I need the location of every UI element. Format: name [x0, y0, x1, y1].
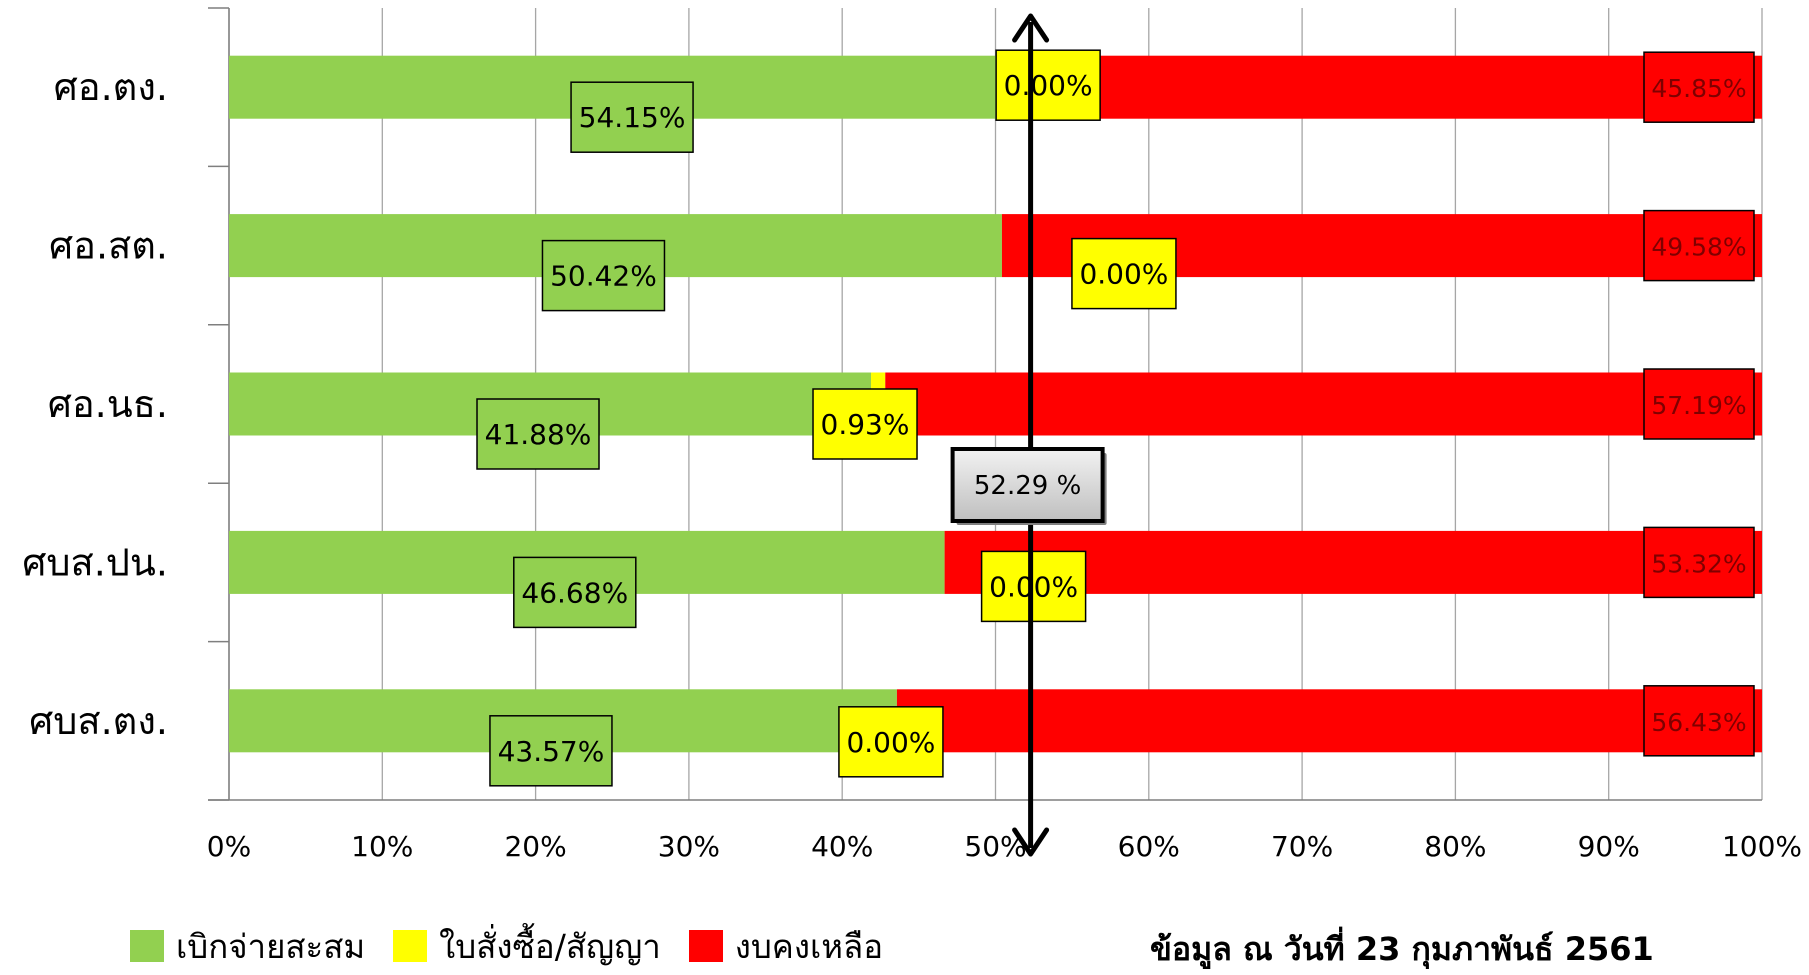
data-label: 50.42% [541, 239, 666, 312]
data-label-text: 41.88% [485, 418, 592, 451]
reference-label-text: 52.29 % [974, 471, 1081, 501]
x-tick-labels: 0% 10% 20% 30% 40% 50% 60% 70% 80% 90% 100% [207, 830, 1802, 863]
category-labels: ศอ.ตง. ศอ.สต. ศอ.นธ. ศบส.ปน. ศบส.ตง. [22, 65, 168, 743]
data-label-box [489, 715, 613, 787]
data-label-text: 54.15% [579, 101, 686, 134]
data-label: 0.00% [995, 49, 1101, 121]
data-label-box [570, 81, 694, 153]
data-label-box [476, 398, 600, 470]
legend-item: ใบสั่งซื้อ/สัญญา [393, 920, 661, 973]
data-label-text: 46.68% [521, 576, 628, 609]
data-label-text: 0.93% [821, 408, 910, 441]
data-label-box [995, 49, 1101, 121]
data-label-text: 57.19% [1651, 391, 1746, 420]
data-label-text: 53.32% [1651, 549, 1746, 578]
data-label-text: 49.58% [1651, 233, 1746, 262]
data-label: 0.00% [1071, 237, 1177, 310]
category-label: ศบส.ปน. [22, 540, 168, 584]
reference-arrow-bottom [1012, 827, 1050, 857]
data-label: 57.19% [1643, 368, 1755, 440]
category-label: ศอ.นธ. [48, 382, 168, 426]
data-date-note: ข้อมูล ณ วันที่ 23 กุมภาพันธ์ 2561 [1150, 930, 1654, 968]
data-label: 0.93% [812, 388, 918, 460]
data-label-text: 0.00% [989, 570, 1078, 603]
x-tick-label: 0% [207, 830, 251, 863]
data-label-box [812, 388, 918, 460]
data-label: 53.32% [1643, 526, 1755, 599]
data-label-box [1071, 237, 1177, 310]
x-tick-label: 20% [504, 830, 566, 863]
data-label-box [513, 556, 637, 629]
x-tick-label: 90% [1578, 830, 1640, 863]
x-tick-label: 100% [1722, 830, 1802, 863]
x-tick-label: 10% [351, 830, 413, 863]
data-label: 56.43% [1643, 685, 1755, 757]
data-label: 43.57% [489, 715, 613, 787]
legend-swatch [130, 930, 164, 962]
bar-segment [896, 689, 1762, 753]
legend-label: ใบสั่งซื้อ/สัญญา [439, 926, 661, 966]
reference-line: 52.29 % [950, 13, 1107, 857]
reference-arrow-top [1012, 13, 1050, 43]
category-label: ศอ.ตง. [54, 65, 168, 109]
data-label-text: 45.85% [1651, 74, 1746, 103]
x-tick-label: 60% [1118, 830, 1180, 863]
data-label: 41.88% [476, 398, 600, 470]
data-label-box [838, 706, 944, 778]
data-label-text: 0.00% [1079, 258, 1168, 291]
x-tick-label: 80% [1424, 830, 1486, 863]
data-label: 45.85% [1643, 51, 1755, 123]
bar-segment [885, 372, 1762, 436]
data-label-box [980, 550, 1087, 623]
reference-label-box [950, 447, 1105, 523]
x-tick-label: 40% [811, 830, 873, 863]
data-label-text: 0.00% [1004, 69, 1093, 102]
data-label-box [1643, 526, 1755, 599]
category-label: ศอ.สต. [49, 224, 168, 268]
data-label-box [541, 239, 666, 312]
data-label-box [1643, 51, 1755, 123]
data-label: 0.00% [838, 706, 944, 778]
data-labels: 54.15% 0.00% 45.85% 50.42% 0.00% 49.58% 41.88%… [476, 49, 1755, 787]
legend-swatch [688, 930, 723, 962]
legend-label: งบคงเหลือ [734, 926, 884, 966]
data-label-text: 56.43% [1651, 708, 1746, 737]
legend-item: เบิกจ่ายสะสม [130, 920, 365, 973]
reference-label: 52.29 % [950, 447, 1107, 525]
data-label: 49.58% [1643, 209, 1755, 282]
data-label-text: 43.57% [498, 735, 605, 768]
data-label: 0.00% [980, 550, 1087, 623]
legend: เบิกจ่ายสะสม ใบสั่งซื้อ/สัญญา งบคงเหลือ [130, 926, 911, 966]
data-label-text: 0.00% [846, 726, 935, 759]
data-label-box [1643, 368, 1755, 440]
legend-item: งบคงเหลือ [688, 920, 884, 973]
data-label-text: 50.42% [550, 260, 657, 293]
x-tick-label: 70% [1271, 830, 1333, 863]
data-label: 54.15% [570, 81, 694, 153]
legend-swatch [393, 930, 428, 962]
legend-label: เบิกจ่ายสะสม [176, 926, 366, 966]
data-label-box [1643, 685, 1755, 757]
data-label: 46.68% [513, 556, 637, 629]
category-label: ศบส.ตง. [29, 699, 168, 743]
data-label-box [1643, 209, 1755, 282]
x-tick-label: 30% [658, 830, 720, 863]
